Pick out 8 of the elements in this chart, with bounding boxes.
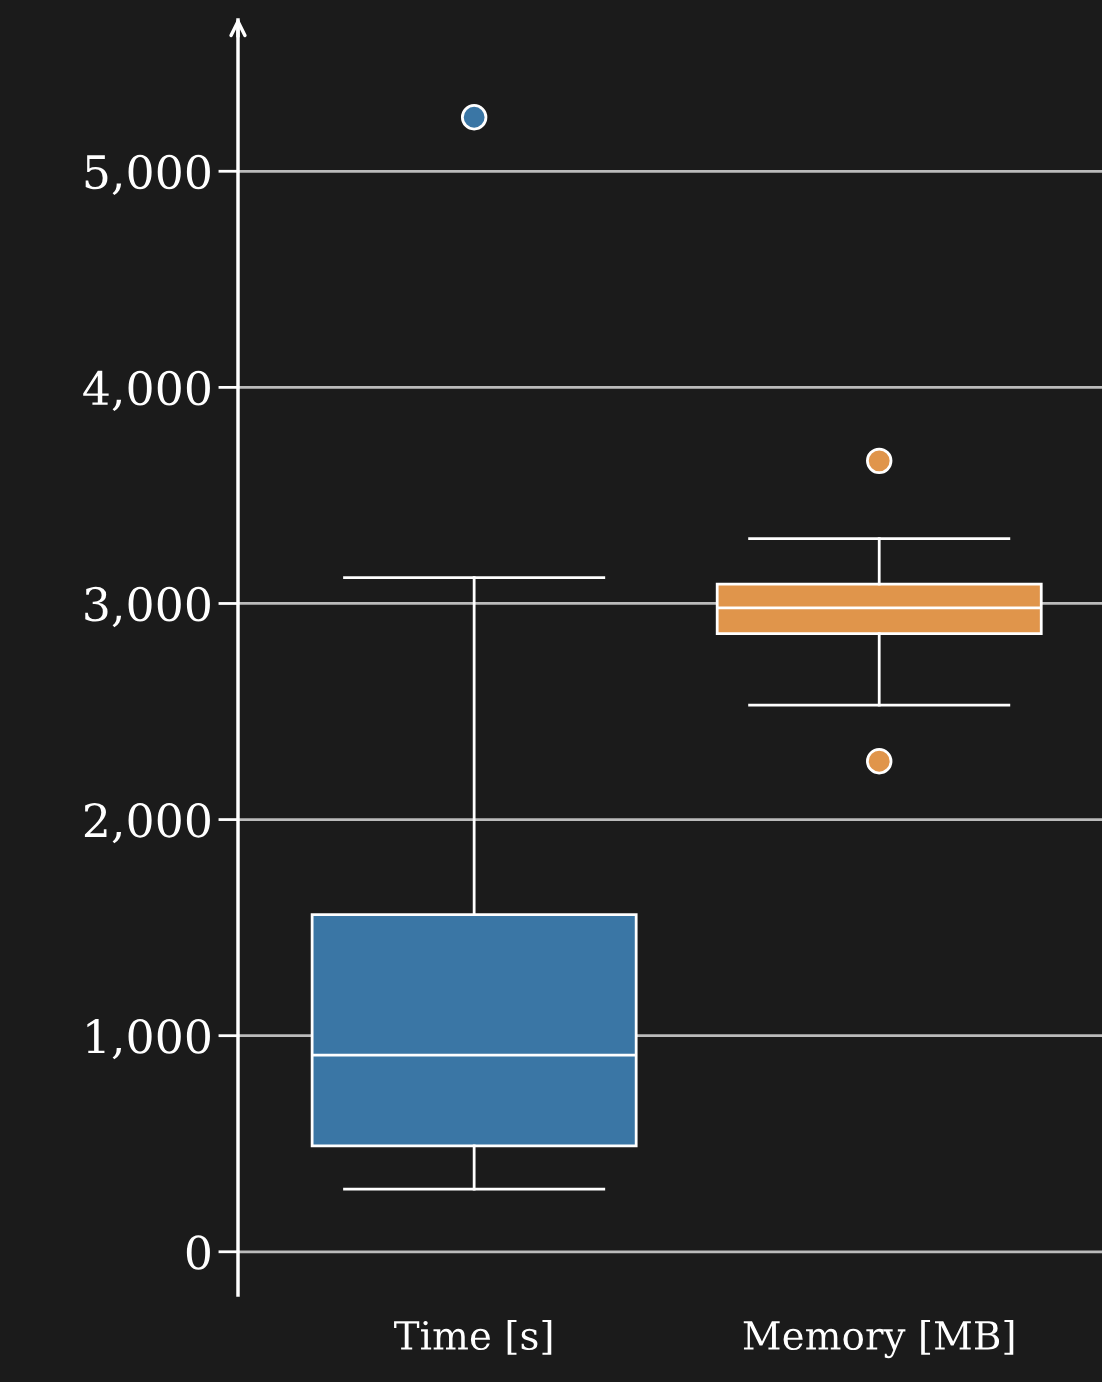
y-tick-label: 1,000: [87, 1019, 210, 1060]
x-tick-label: Time [s]: [394, 1320, 552, 1355]
y-tick-label: 4,000: [83, 370, 210, 412]
y-tick-label: 3,000: [85, 586, 210, 628]
y-tick-label: 0: [186, 1235, 210, 1270]
y-tick-label: 2,000: [84, 802, 210, 844]
x-tick-label: Memory [MB]: [743, 1320, 1014, 1359]
y-tick-label: 5,000: [85, 154, 210, 195]
